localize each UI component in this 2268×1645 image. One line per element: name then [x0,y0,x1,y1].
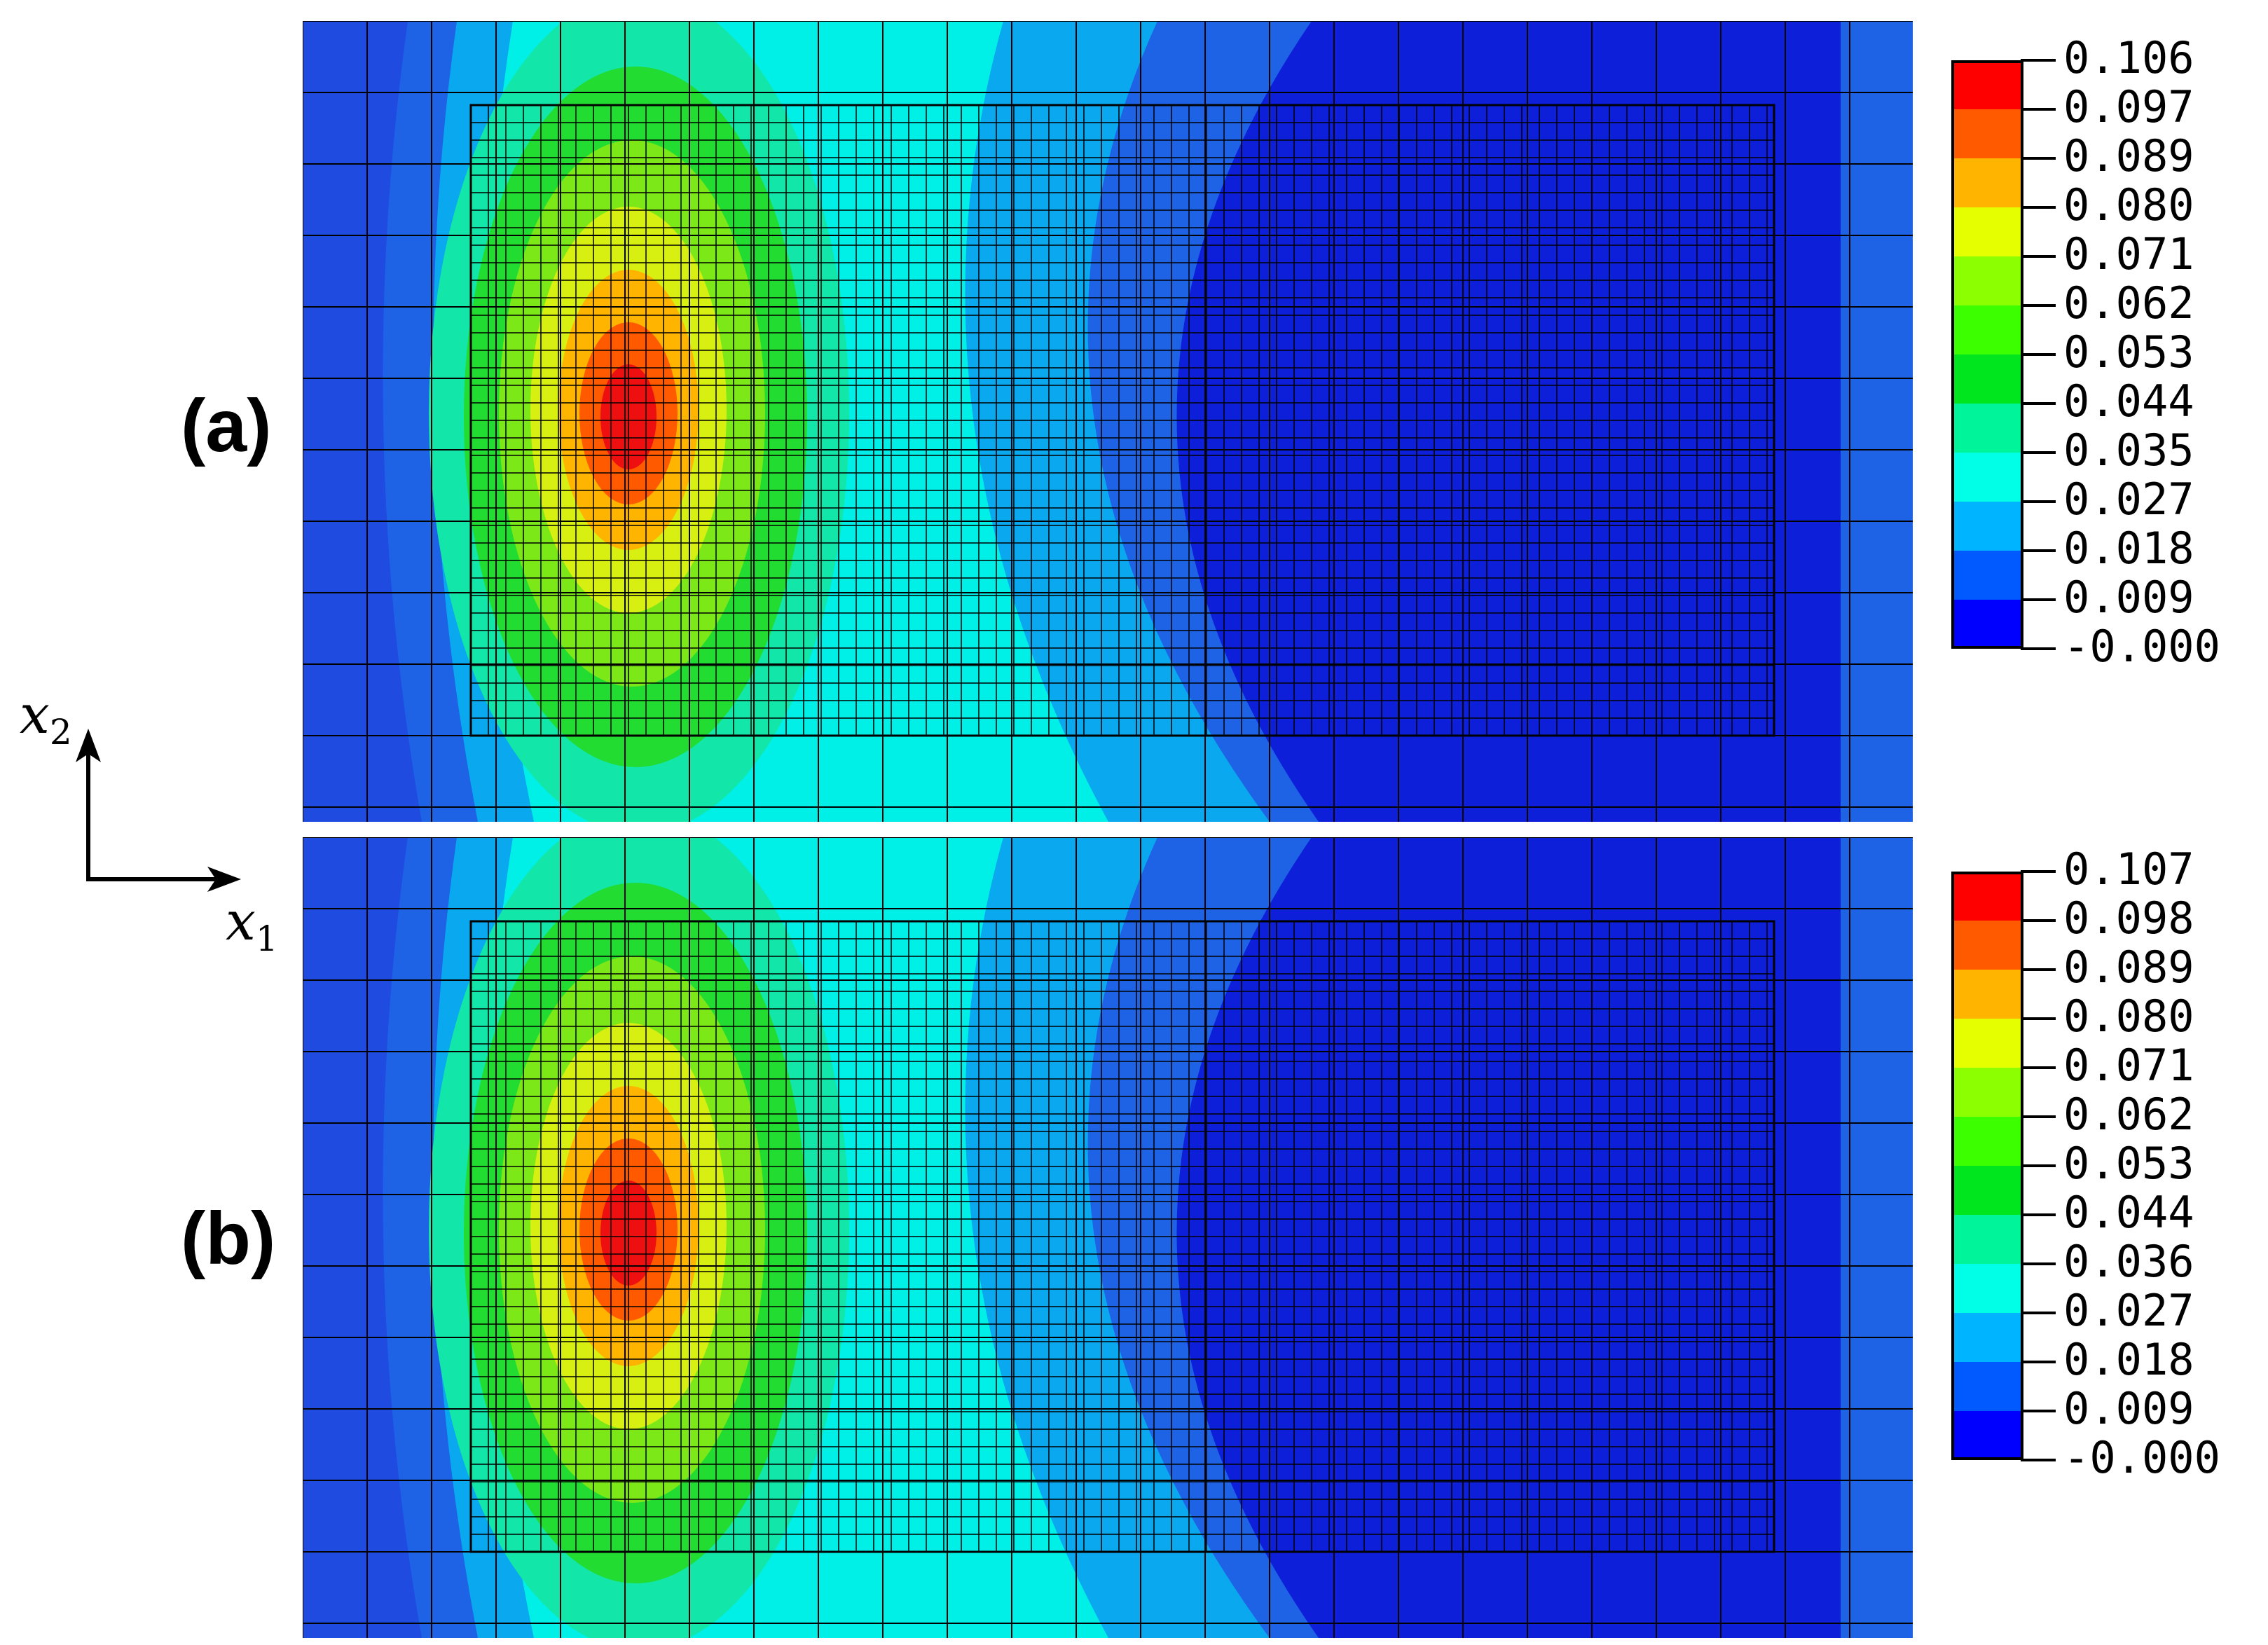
colorbar-swatch [1951,453,2023,502]
colorbar-label: -0.000 [2063,1432,2220,1483]
colorbar-label: 0.106 [2063,32,2194,83]
colorbar-label: 0.009 [2063,1383,2194,1434]
colorbar-label: 0.089 [2063,130,2194,181]
colorbar-tick [2021,549,2056,552]
colorbar-label: 0.071 [2063,1040,2194,1091]
colorbar-label: 0.044 [2063,1187,2194,1238]
contour-band [1841,21,1913,822]
panel-label-a: (a) [181,385,272,467]
colorbar-tick [2021,1312,2056,1314]
colorbar-tick [2021,1213,2056,1216]
fe-mesh-fine [470,921,1774,1553]
colorbar-swatch [1951,1411,2023,1460]
colorbar-swatch [1951,872,2023,921]
colorbar-tick [2021,353,2056,356]
colorbar-swatch [1951,1362,2023,1411]
colorbar-label: 0.097 [2063,81,2194,132]
colorbar-swatch [1951,1166,2023,1215]
refined-region-outline [469,104,1775,737]
colorbar-label: 0.027 [2063,474,2194,525]
colorbar-tick [2021,1459,2056,1461]
colorbar-label: 0.035 [2063,425,2194,476]
colorbar-label: 0.080 [2063,179,2194,230]
colorbar-tick [2021,1017,2056,1020]
colorbar-label: 0.018 [2063,523,2194,574]
colorbar-tick [2021,1262,2056,1265]
colorbar-swatch [1951,109,2023,158]
colorbar-swatch [1951,970,2023,1019]
colorbar-swatch [1951,600,2023,649]
contour-plot-b [303,837,1913,1638]
colorbar-label: 0.089 [2063,942,2194,993]
colorbar-label: 0.053 [2063,326,2194,378]
colorbar-tick [2021,451,2056,454]
refined-region-outline [469,920,1775,1553]
colorbar-swatch [1951,256,2023,305]
colorbar-swatch [1951,1313,2023,1362]
colorbar-label: -0.000 [2063,621,2220,672]
axes-indicator [76,729,241,892]
colorbar-tick [2021,968,2056,971]
x1-axis-arrowhead [207,867,241,892]
colorbar-tick [2021,59,2056,62]
colorbar-tick [2021,157,2056,160]
colorbar-swatch [1951,1264,2023,1313]
colorbar-label: 0.062 [2063,1089,2194,1140]
colorbar-tick [2021,598,2056,601]
colorbar-swatch [1951,1019,2023,1068]
colorbar-tick [2021,1115,2056,1118]
colorbar-swatch [1951,502,2023,551]
colorbar-swatch [1951,1117,2023,1166]
colorbar-swatch [1951,921,2023,970]
x2-axis-arrowhead [76,729,101,762]
colorbar-tick [2021,402,2056,405]
panel-label-b: (b) [181,1197,276,1280]
colorbar-tick [2021,255,2056,258]
x2-axis-label: x2 [20,683,72,753]
colorbar-tick [2021,108,2056,111]
contour-plot-a [303,21,1913,822]
contour-band [1176,21,1913,822]
colorbar-label: 0.098 [2063,893,2194,944]
colorbar-label: 0.107 [2063,844,2194,895]
colorbar-tick [2021,500,2056,503]
x1-axis-label: x1 [226,890,278,960]
colorbar-label: 0.036 [2063,1236,2194,1287]
colorbar-swatch [1951,551,2023,600]
colorbar-tick [2021,1066,2056,1069]
colorbar-swatch [1951,305,2023,355]
colorbar-tick [2021,206,2056,209]
colorbar-swatch [1951,404,2023,453]
colorbar-tick [2021,647,2056,650]
colorbar-label: 0.027 [2063,1285,2194,1336]
colorbar-label: 0.080 [2063,991,2194,1042]
colorbar-label: 0.062 [2063,277,2194,329]
colorbar-swatch [1951,1215,2023,1264]
colorbar-label: 0.018 [2063,1334,2194,1385]
colorbar-swatch [1951,158,2023,207]
colorbar-label: 0.009 [2063,572,2194,623]
contour-band [1841,837,1913,1638]
colorbar-tick [2021,1164,2056,1167]
colorbar-tick [2021,304,2056,307]
colorbar-label: 0.044 [2063,376,2194,427]
colorbar-label: 0.071 [2063,228,2194,280]
colorbar-tick [2021,1361,2056,1363]
colorbar-label: 0.053 [2063,1138,2194,1189]
colorbar-swatch [1951,207,2023,256]
colorbar-swatch [1951,60,2023,109]
colorbar-tick [2021,1410,2056,1412]
colorbar-tick [2021,870,2056,873]
colorbar-swatch [1951,355,2023,404]
contour-band [1176,837,1913,1638]
colorbar-swatch [1951,1068,2023,1117]
colorbar-tick [2021,919,2056,922]
